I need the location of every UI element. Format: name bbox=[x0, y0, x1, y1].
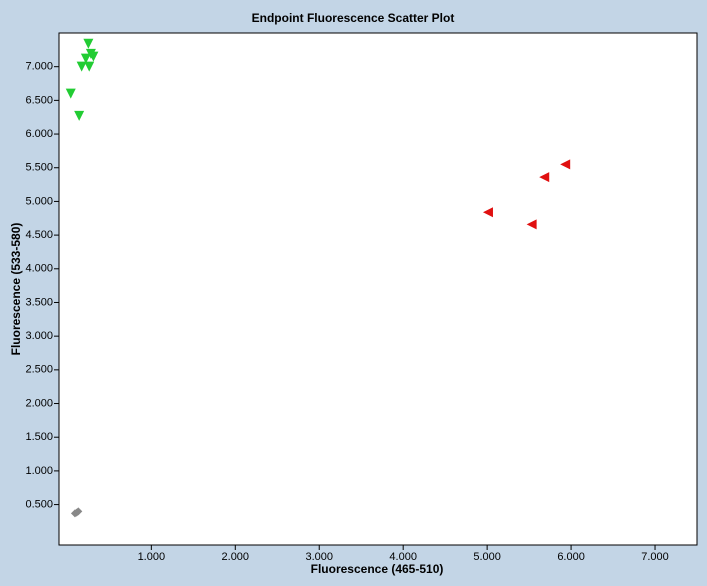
point bbox=[74, 507, 83, 516]
y-tick-label: 7.000 bbox=[25, 61, 53, 73]
point bbox=[76, 61, 87, 72]
point bbox=[74, 110, 85, 121]
x-tick-label: 4.000 bbox=[389, 551, 417, 563]
x-axis-label: Fluorescence (465-510) bbox=[311, 562, 444, 576]
x-tick-label: 3.000 bbox=[305, 551, 333, 563]
y-tick-label: 2.000 bbox=[25, 397, 53, 409]
y-tick-label: 3.500 bbox=[25, 296, 53, 308]
point bbox=[482, 207, 493, 218]
y-tick-label: 2.500 bbox=[25, 364, 53, 376]
x-tick-label: 1.000 bbox=[138, 551, 166, 563]
y-tick-label: 4.000 bbox=[25, 263, 53, 275]
chart-title: Endpoint Fluorescence Scatter Plot bbox=[252, 11, 455, 25]
y-tick-label: 5.000 bbox=[25, 195, 53, 207]
y-tick-label: 5.500 bbox=[25, 162, 53, 174]
y-tick-label: 1.000 bbox=[25, 465, 53, 477]
point bbox=[560, 159, 571, 170]
x-tick-label: 5.000 bbox=[473, 551, 501, 563]
y-tick-label: 1.500 bbox=[25, 431, 53, 443]
point bbox=[65, 88, 76, 99]
y-tick-label: 0.500 bbox=[25, 498, 53, 510]
plot-area bbox=[58, 32, 698, 546]
point bbox=[84, 61, 95, 72]
y-tick-label: 4.500 bbox=[25, 229, 53, 241]
x-tick-label: 7.000 bbox=[641, 551, 669, 563]
y-tick-label: 6.500 bbox=[25, 94, 53, 106]
y-tick-label: 6.000 bbox=[25, 128, 53, 140]
y-tick-label: 3.000 bbox=[25, 330, 53, 342]
y-axis-label: Fluorescence (533-580) bbox=[9, 223, 23, 356]
point bbox=[80, 53, 91, 64]
x-tick-label: 6.000 bbox=[557, 551, 585, 563]
point bbox=[83, 38, 94, 49]
x-tick-label: 2.000 bbox=[222, 551, 250, 563]
point bbox=[526, 219, 537, 230]
point bbox=[88, 51, 99, 62]
point bbox=[539, 172, 550, 183]
